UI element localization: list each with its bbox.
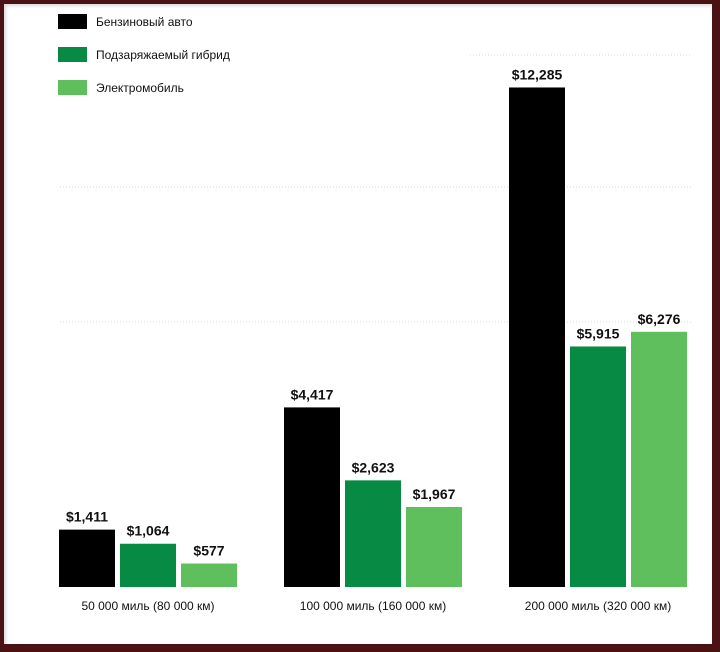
bar bbox=[345, 480, 401, 587]
data-label: $5,915 bbox=[577, 325, 620, 341]
legend-swatch bbox=[58, 47, 87, 62]
legend-label: Подзаряжаемый гибрид bbox=[96, 48, 230, 62]
category-label: 100 000 миль (160 000 км) bbox=[300, 599, 446, 613]
data-label: $12,285 bbox=[512, 66, 563, 82]
bar bbox=[59, 529, 115, 587]
legend-swatch bbox=[58, 14, 87, 29]
bar bbox=[120, 543, 176, 587]
bar bbox=[284, 407, 340, 587]
legend-label: Электромобиль bbox=[96, 81, 184, 95]
data-label: $1,411 bbox=[66, 509, 108, 525]
data-label: $1,967 bbox=[413, 486, 456, 502]
bar bbox=[570, 346, 626, 587]
bar bbox=[181, 563, 237, 587]
data-label: $1,064 bbox=[127, 523, 170, 539]
legend-label: Бензиновый авто bbox=[96, 15, 193, 29]
bar bbox=[631, 331, 687, 587]
data-label: $4,417 bbox=[291, 386, 334, 402]
legend-swatch bbox=[58, 80, 87, 95]
data-label: $2,623 bbox=[352, 459, 395, 475]
data-label: $6,276 bbox=[638, 311, 681, 327]
data-label: $577 bbox=[193, 543, 224, 559]
bar bbox=[509, 87, 565, 588]
category-label: 50 000 миль (80 000 км) bbox=[81, 599, 214, 613]
category-label: 200 000 миль (320 000 км) bbox=[525, 599, 671, 613]
bar bbox=[406, 507, 462, 587]
